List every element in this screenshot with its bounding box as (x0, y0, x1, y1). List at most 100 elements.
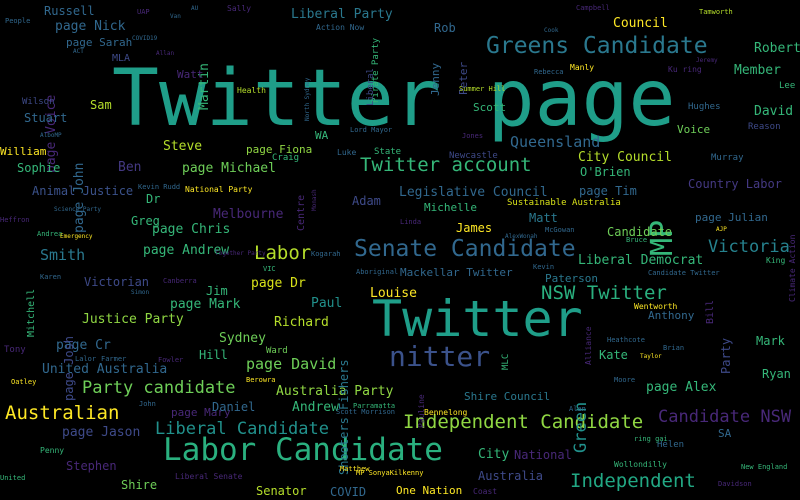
word-cloud-term: MP SonyaKilkenny (356, 469, 424, 477)
word-cloud-term: Mark (756, 334, 785, 348)
word-cloud-term: Mitchell (26, 288, 37, 337)
word-cloud-term: Ben (118, 160, 142, 175)
word-cloud-term: page Tim (579, 184, 637, 198)
word-cloud-term: Party candidate (82, 378, 236, 398)
word-cloud-term: Fowler (158, 356, 184, 364)
word-cloud-term: Council (613, 16, 668, 31)
word-cloud-term: Mackellar Twitter (400, 266, 513, 279)
word-cloud-term: COVID (330, 485, 367, 499)
word-cloud-term: Twitter page (112, 54, 676, 144)
word-cloud-term: Hill (199, 348, 228, 362)
word-cloud-term: State (374, 147, 402, 157)
word-cloud-term: Lord Mayor (350, 126, 393, 134)
word-cloud-term: Russell (44, 4, 95, 18)
word-cloud-term: Summer Hill (459, 85, 506, 93)
word-cloud-term: Country Labor (688, 177, 782, 191)
word-cloud-term: Action Now (316, 23, 365, 32)
word-cloud-term: Bennelong (424, 408, 468, 417)
word-cloud-term: ACT (73, 48, 84, 55)
word-cloud-term: Berowra (246, 376, 276, 384)
word-cloud-term: Alan (569, 405, 586, 413)
word-cloud-term: Liberal (366, 68, 376, 106)
word-cloud-term: Scott (473, 101, 507, 114)
word-cloud-term: page David (246, 355, 337, 373)
word-cloud-term: Matt (529, 211, 558, 225)
word-cloud-term: Justice Party (82, 312, 184, 327)
word-cloud-term: Tony (4, 345, 26, 355)
word-cloud-term: Melbourne (213, 207, 284, 222)
word-cloud-term: Matthew (340, 465, 370, 473)
word-cloud-term: Michelle (424, 201, 477, 214)
word-cloud-term: Rob (434, 21, 456, 35)
word-cloud-term: Independent (570, 470, 696, 492)
word-cloud-term: Bruce (626, 236, 648, 244)
word-cloud-term: Sam (90, 98, 112, 112)
word-cloud-term: Allan (156, 50, 175, 57)
word-cloud-term: National (514, 448, 572, 462)
word-cloud-term: page Mary (171, 406, 231, 419)
word-cloud-term: Sustainable Australia (507, 198, 621, 208)
word-cloud-term: Liberal Democrat (578, 253, 704, 268)
word-cloud-term: Simon (131, 289, 150, 296)
word-cloud-term: Queensland (510, 133, 601, 151)
word-cloud-term: Daniel (212, 400, 256, 414)
word-cloud-term: Monash (311, 189, 318, 211)
word-cloud-term: Sophie (17, 161, 61, 175)
word-cloud-term: VIC (263, 265, 276, 273)
word-cloud-term: Parramatta (353, 402, 396, 410)
word-cloud-term: Kevin Rudd (138, 183, 181, 191)
word-cloud-term: Adam (352, 194, 381, 208)
word-cloud-term: AlexWonah (505, 233, 538, 240)
word-cloud-term: AJP (716, 226, 727, 233)
word-cloud-term: Canberra (163, 277, 197, 285)
word-cloud-term: Shire (121, 478, 158, 492)
word-cloud-term: United (0, 474, 26, 482)
word-cloud-term: Andrew (292, 400, 339, 415)
word-cloud-term: Aboriginal (356, 268, 399, 276)
word-cloud-term: ring gai (634, 435, 668, 443)
word-cloud-term: Greens Candidate (486, 33, 708, 59)
word-cloud-term: Karen (40, 273, 62, 281)
word-cloud-term: Paterson (545, 272, 598, 285)
word-cloud-term: Steve (163, 139, 203, 154)
word-cloud-term: King (766, 256, 786, 265)
word-cloud-term: Louise (370, 286, 417, 301)
word-cloud-term: Australia (478, 469, 544, 483)
word-cloud-term: Andrea (37, 230, 63, 238)
word-cloud-term: Jones (462, 132, 484, 140)
word-cloud-term: Shire Council (464, 390, 551, 403)
word-cloud-term: Party (719, 337, 733, 374)
word-cloud-term: Reason (748, 122, 781, 132)
word-cloud-term: Murray (711, 153, 744, 163)
word-cloud-term: Tamworth (699, 8, 733, 16)
word-cloud-term: Candidate NSW (658, 407, 792, 427)
word-cloud-term: page Dr (251, 276, 306, 291)
word-cloud-term: page Andrew (143, 243, 230, 258)
word-cloud-term: Science Party (54, 206, 101, 213)
word-cloud-term: Ward (266, 346, 288, 356)
word-cloud-term: NSW Twitter (541, 282, 667, 304)
word-cloud-term: Liberal Candidate (155, 419, 329, 439)
word-cloud-term: Taylor (640, 353, 662, 360)
word-cloud-term: Member (734, 63, 781, 78)
word-cloud-term: Victoria (708, 237, 790, 257)
word-cloud-term: Wilson (22, 97, 55, 107)
word-cloud-term: Wentworth (634, 302, 678, 311)
word-cloud-term: One Nation (396, 484, 463, 497)
word-cloud-term: page Alex (646, 380, 717, 395)
word-cloud-term: page Chris (152, 222, 231, 237)
word-cloud-term: Scott Morrison (336, 408, 396, 416)
word-cloud-term: Jim (206, 284, 228, 298)
word-cloud-term: National Party (185, 185, 253, 194)
word-cloud-term: Lee (779, 81, 796, 91)
word-cloud-term: AlboMP (40, 132, 62, 139)
word-cloud-term: Dr (146, 192, 161, 206)
word-cloud-term: City (478, 447, 510, 462)
word-cloud-term: Manly (570, 63, 595, 72)
word-cloud-term: Australian (5, 402, 120, 424)
word-cloud-term: Campbell (576, 4, 610, 12)
word-cloud-term: United Australia (42, 362, 168, 377)
word-cloud-term: Van (170, 13, 181, 20)
word-cloud-term: William (0, 145, 47, 158)
